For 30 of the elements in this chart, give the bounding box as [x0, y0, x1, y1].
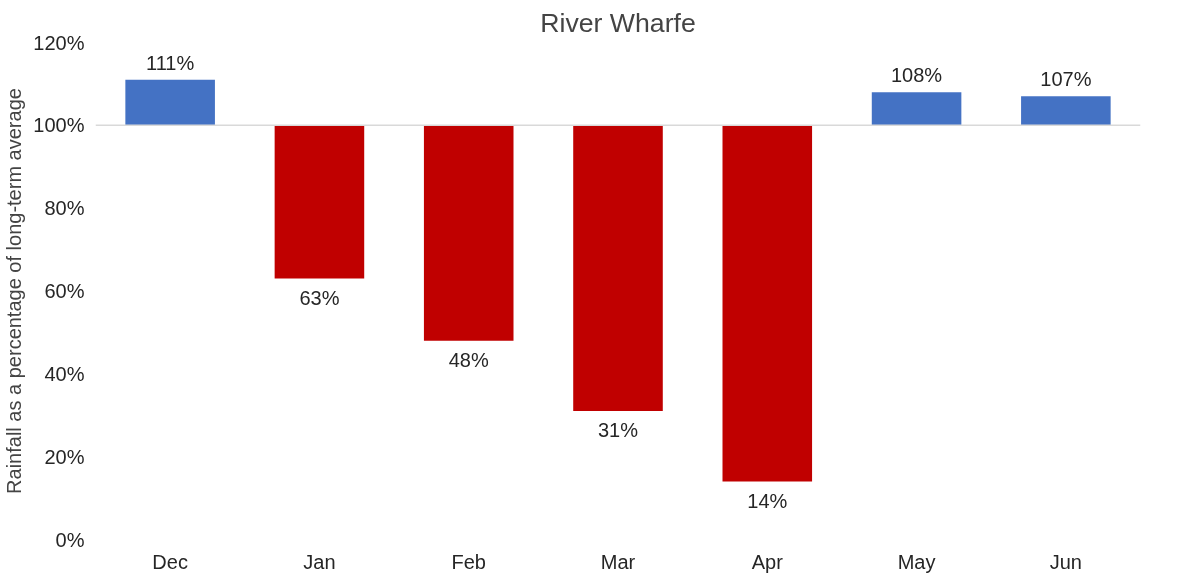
- y-tick-label: 120%: [33, 31, 85, 54]
- data-label: 31%: [597, 419, 639, 442]
- x-tick-label: Feb: [451, 550, 486, 573]
- data-label: 107%: [1040, 68, 1092, 91]
- bar: [1021, 96, 1111, 126]
- bar: [722, 125, 813, 482]
- y-tick-label: 0%: [55, 528, 85, 551]
- data-label: 108%: [891, 64, 943, 87]
- y-tick-label: 80%: [44, 197, 85, 220]
- bar: [274, 125, 365, 279]
- y-tick-label: 60%: [44, 280, 85, 302]
- data-label: 48%: [448, 348, 489, 371]
- x-tick-label: Mar: [600, 550, 636, 573]
- y-tick-label: 20%: [44, 445, 85, 468]
- y-tick-label: 100%: [33, 114, 85, 137]
- y-tick-label: 40%: [44, 362, 85, 385]
- x-tick-label: Jan: [303, 550, 336, 573]
- data-label: 63%: [299, 286, 340, 309]
- x-tick-label: Jun: [1049, 550, 1082, 573]
- bar: [871, 92, 962, 126]
- x-tick-label: May: [897, 550, 936, 573]
- bar: [423, 125, 514, 341]
- x-tick-label: Apr: [751, 550, 784, 573]
- x-tick-label: Dec: [152, 550, 188, 573]
- bar: [573, 125, 663, 412]
- data-label: 111%: [146, 51, 195, 74]
- y-axis-title: Rainfall as a percentage of long-term average: [3, 88, 26, 494]
- data-label: 14%: [747, 489, 788, 512]
- bar: [125, 79, 215, 126]
- chart-title: River Wharfe: [540, 7, 696, 38]
